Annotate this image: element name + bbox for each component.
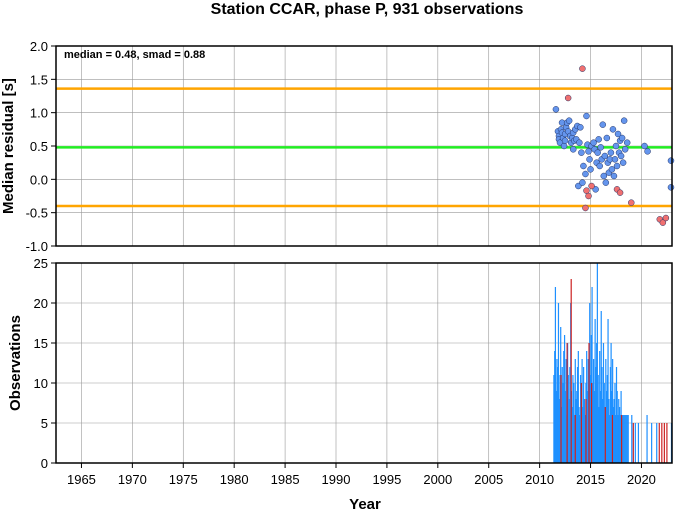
residual-ytick-label-0: 2.0 [30, 39, 48, 54]
observations-ytick-label-3: 15 [34, 336, 48, 351]
residual-point-0-73 [667, 157, 675, 164]
residual-point-0-44 [596, 162, 603, 170]
residual-point-0-27 [577, 124, 584, 131]
residual-point-0-72 [644, 148, 651, 155]
residual-point-0-30 [580, 162, 587, 170]
residual-point-0-48 [600, 172, 608, 180]
residual-point-0-43 [595, 136, 602, 143]
residual-point-0-51 [603, 134, 611, 142]
residual-ytick-label-4: 0.0 [30, 172, 48, 187]
residual-point-0-31 [582, 170, 589, 178]
observations-ytick-label-2: 10 [34, 376, 48, 391]
residual-point-0-15 [565, 117, 573, 124]
residual-point-0-35 [586, 156, 593, 163]
observations-bars [553, 263, 673, 463]
residual-point-0-50 [602, 179, 610, 186]
residual-ytick-label-5: -0.5 [26, 206, 48, 221]
residual-ytick-label-2: 1.0 [30, 106, 48, 121]
xtick-label-9: 2010 [525, 472, 554, 487]
residual-point-0-62 [614, 130, 622, 138]
residual-point-1-8 [628, 199, 635, 206]
residual-point-0-9 [560, 142, 568, 150]
residual-ytick-label-3: 0.5 [30, 139, 48, 154]
residual-y-axis-label: Median residual [s] [0, 78, 17, 214]
residual-point-0-42 [594, 149, 601, 156]
residual-point-0-32 [583, 112, 590, 120]
residual-point-0-65 [617, 152, 625, 160]
residual-point-1-11 [662, 214, 670, 222]
residual-point-0-10 [561, 137, 569, 144]
residual-points [552, 65, 675, 226]
residual-point-0-68 [620, 117, 628, 124]
xtick-label-8: 2005 [474, 472, 503, 487]
xtick-label-4: 1985 [271, 472, 300, 487]
residual-point-0-70 [623, 139, 631, 146]
observations-ytick-label-5: 25 [34, 256, 48, 271]
residual-reference-lines [56, 87, 672, 208]
xtick-label-11: 2020 [627, 472, 656, 487]
xtick-label-0: 1965 [67, 472, 96, 487]
observations-ytick-label-1: 5 [41, 416, 48, 431]
residual-point-1-10 [659, 219, 667, 226]
residual-point-1-2 [582, 204, 589, 212]
residual-point-1-1 [579, 65, 586, 72]
residual-point-0-45 [597, 144, 604, 151]
residual-point-0-69 [621, 146, 629, 153]
observations-panel: 0 5 10 15 20 25 1965 1970 1975 1980 1985 1990 1995 2… [7, 256, 673, 511]
residual-point-0-28 [578, 149, 585, 156]
residual-panel: 2.0 1.5 1.0 0.5 0.0 -0.5 -1.0 median = 0.48, s… [0, 39, 675, 254]
residual-point-0-29 [579, 179, 586, 186]
residual-y-ticks: 2.0 1.5 1.0 0.5 0.0 -0.5 -1.0 [26, 39, 56, 254]
residual-point-1-5 [588, 182, 595, 190]
residual-point-0-26 [576, 139, 583, 146]
residual-point-0-67 [619, 159, 627, 166]
observations-frame [55, 262, 673, 464]
residual-point-0-36 [587, 166, 594, 173]
residual-point-0-55 [607, 149, 615, 156]
residual-ytick-label-6: -1.0 [26, 239, 48, 254]
residual-point-0-38 [590, 139, 597, 146]
observations-y-ticks: 0 5 10 15 20 25 [34, 256, 56, 471]
residual-point-1-7 [616, 189, 624, 196]
xtick-label-2: 1975 [169, 472, 198, 487]
chart-title: Station CCAR, phase P, 931 observations [211, 1, 524, 18]
residual-point-0-20 [569, 146, 577, 153]
residual-point-1-4 [585, 192, 592, 200]
x-axis-label: Year [349, 496, 381, 511]
xtick-label-7: 2000 [423, 472, 452, 487]
residual-point-0-56 [608, 166, 616, 173]
residual-ytick-label-1: 1.5 [30, 72, 48, 87]
residual-point-0-49 [601, 152, 609, 160]
xtick-label-5: 1990 [322, 472, 351, 487]
residual-point-0-0 [552, 106, 560, 113]
residual-point-0-74 [667, 184, 675, 191]
xtick-label-6: 1995 [372, 472, 401, 487]
xtick-label-1: 1970 [118, 472, 147, 487]
residual-point-0-57 [609, 126, 617, 133]
residual-point-0-71 [641, 142, 648, 150]
observations-x-ticks: 1965 1970 1975 1980 1985 1990 1995 2000 2005 2010… [67, 463, 656, 487]
observations-y-axis-label: Observations [7, 315, 24, 411]
residual-point-0-47 [599, 121, 607, 128]
residual-point-0-59 [611, 156, 619, 163]
residual-point-0-58 [610, 172, 618, 180]
stats-annotation: median = 0.48, smad = 0.88 [64, 49, 205, 61]
residual-point-0-60 [612, 142, 620, 150]
xtick-label-10: 2015 [576, 472, 605, 487]
residual-point-0-66 [618, 134, 626, 142]
xtick-label-3: 1980 [220, 472, 249, 487]
residual-point-0-61 [613, 162, 621, 170]
observations-ytick-label-0: 0 [41, 456, 48, 471]
residual-point-1-0 [564, 94, 572, 102]
residual-point-0-34 [585, 148, 592, 155]
observations-ytick-label-4: 20 [34, 296, 48, 311]
